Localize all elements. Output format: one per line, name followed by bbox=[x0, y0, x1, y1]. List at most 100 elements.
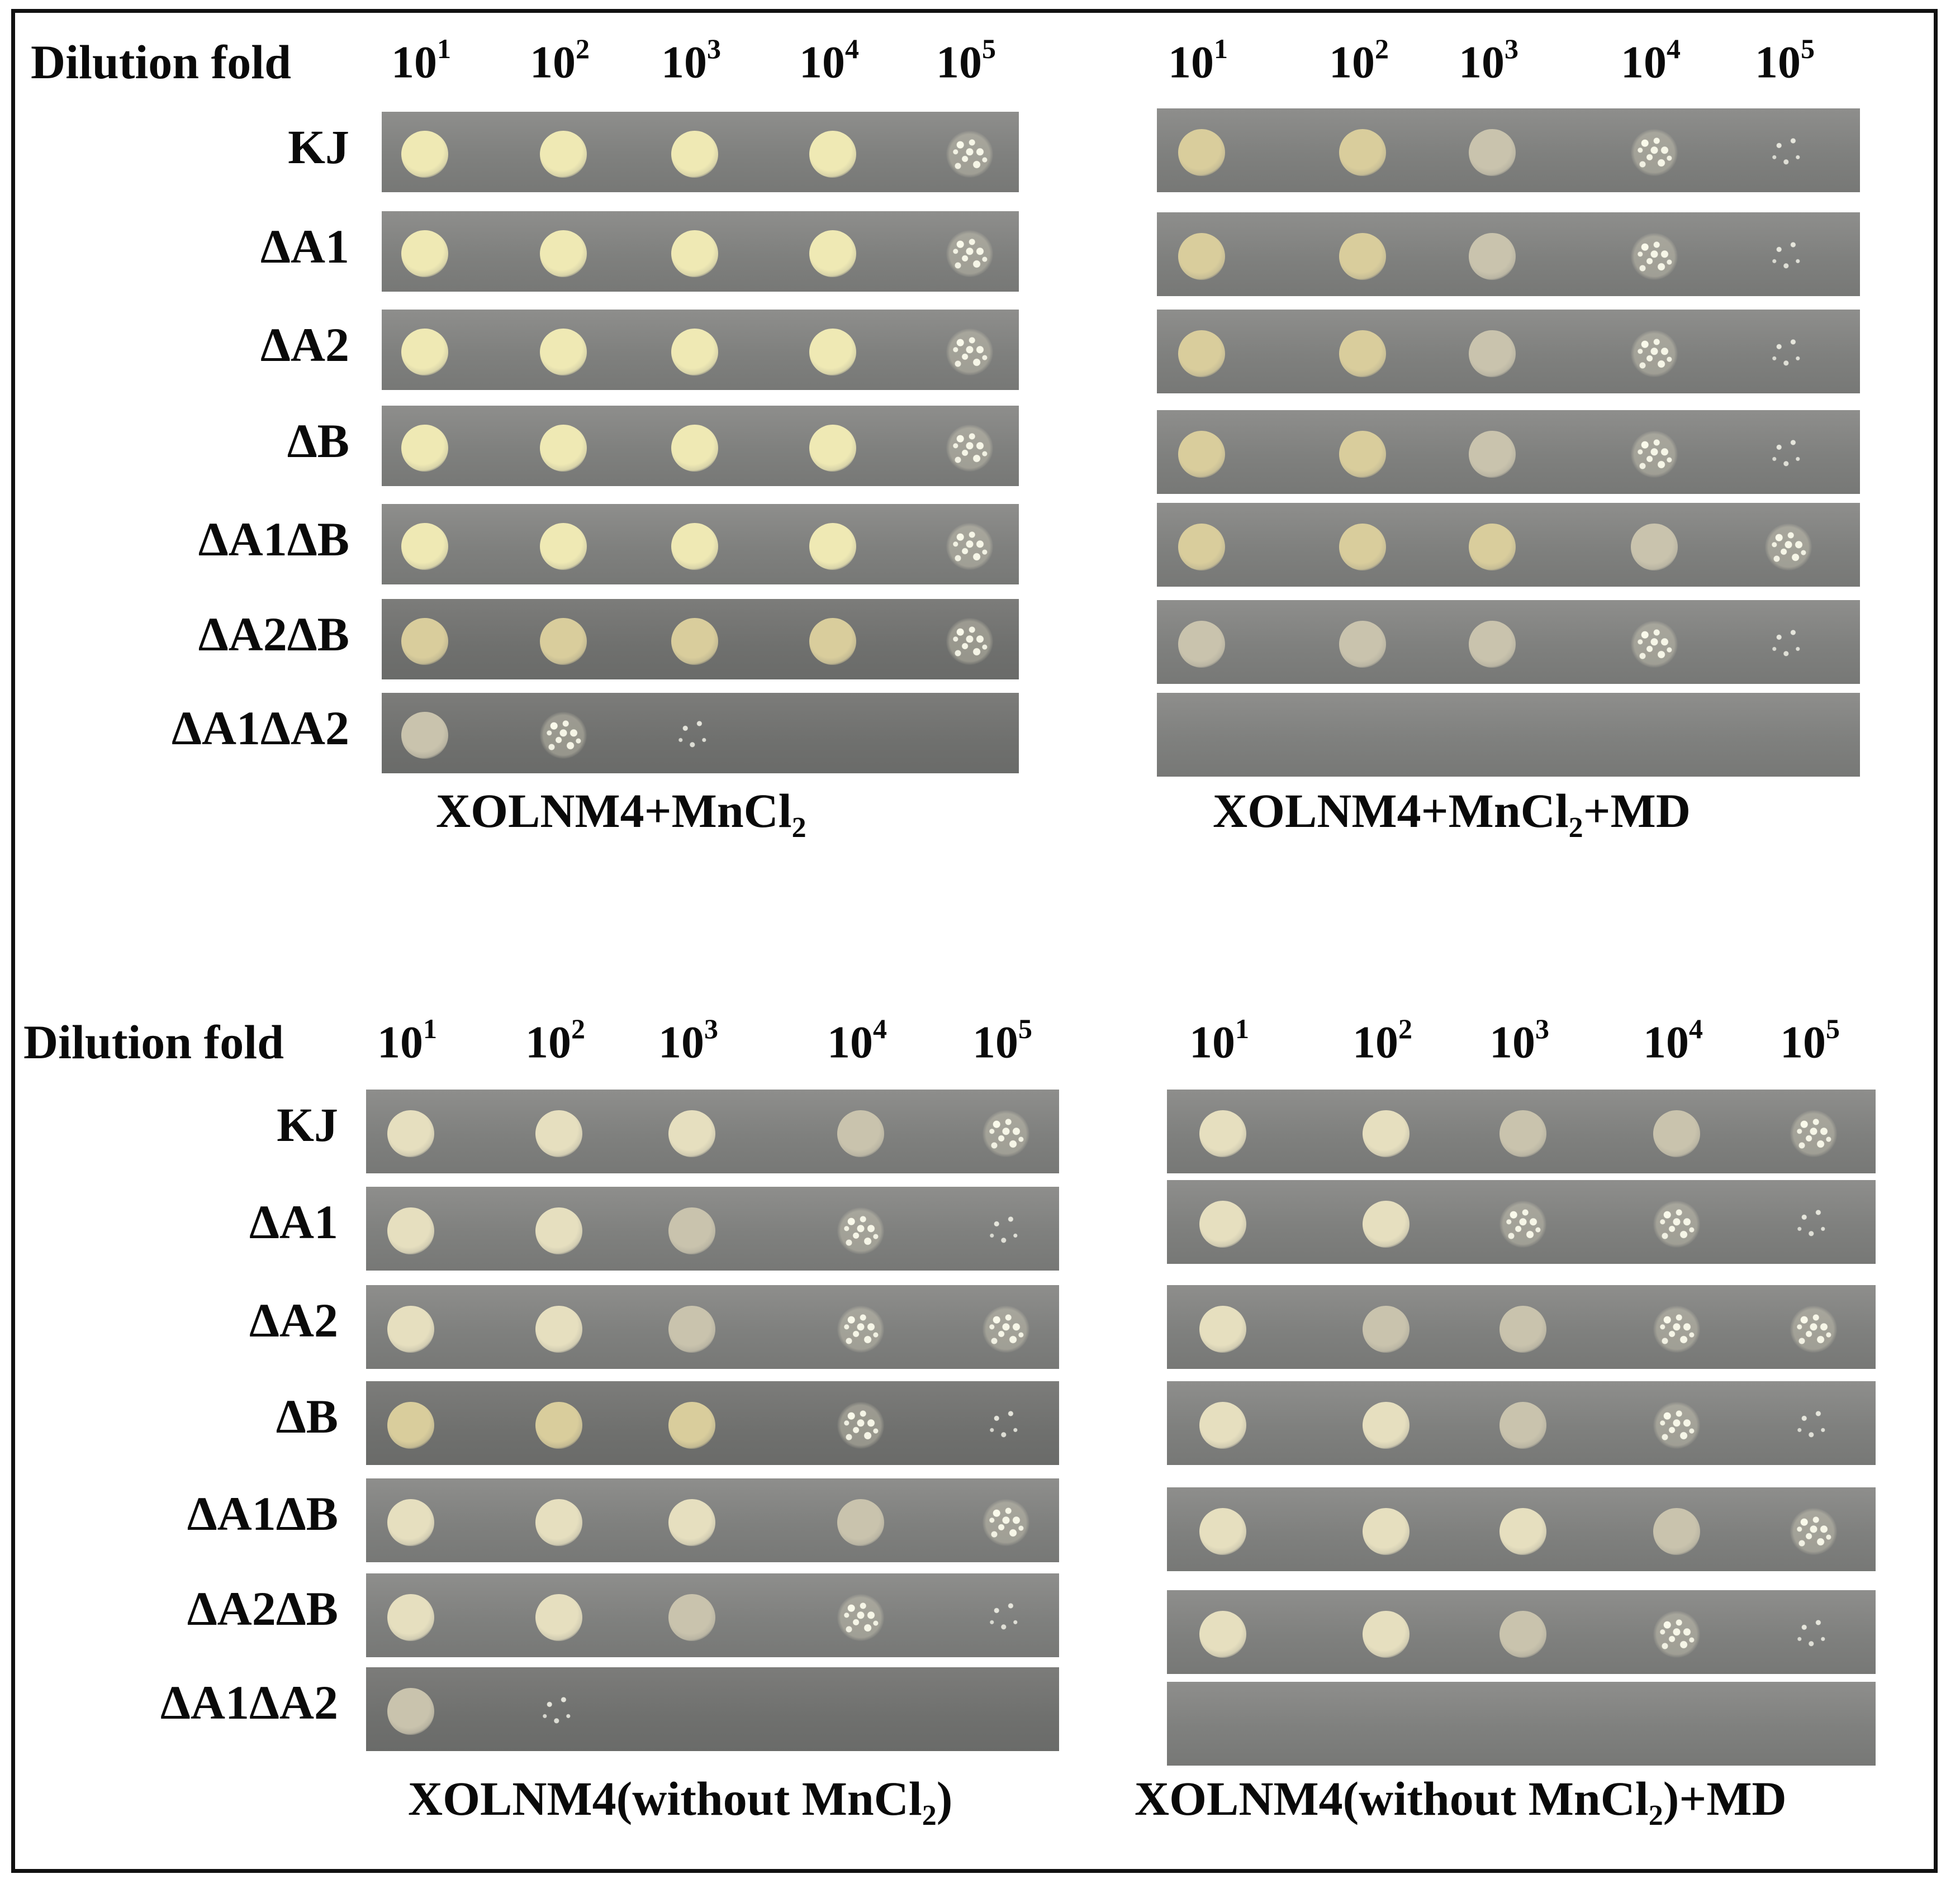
colony-spot bbox=[401, 618, 448, 665]
plate-caption: XOLNM4(without MnCl2)+MD bbox=[1135, 1772, 1787, 1832]
colony-spot bbox=[387, 1594, 434, 1641]
colony-spot bbox=[809, 425, 856, 472]
dilution-header: 102 bbox=[1329, 33, 1389, 88]
colony-speckle bbox=[983, 1306, 1029, 1353]
strain-label: ΔA1 bbox=[260, 220, 349, 273]
colony-spot bbox=[401, 329, 448, 375]
colony-spot bbox=[540, 329, 587, 375]
colony-spot bbox=[1363, 1508, 1410, 1555]
colony-spot bbox=[1499, 1306, 1546, 1353]
agar-strip bbox=[1157, 108, 1860, 192]
agar-strip bbox=[382, 211, 1019, 292]
dilution-header: 104 bbox=[1643, 1013, 1703, 1068]
agar-strip bbox=[1167, 1285, 1876, 1369]
colony-spot bbox=[1178, 330, 1225, 377]
colony-spot bbox=[1178, 129, 1225, 176]
agar-strip bbox=[382, 693, 1019, 773]
colony-spot bbox=[1199, 1402, 1246, 1449]
colony-spot bbox=[1499, 1611, 1546, 1658]
colony-spot bbox=[809, 523, 856, 570]
colony-spot bbox=[387, 1110, 434, 1157]
agar-strip bbox=[382, 112, 1019, 192]
plate-caption: XOLNM4+MnCl2+MD bbox=[1213, 784, 1691, 844]
colony-spot bbox=[540, 131, 587, 178]
colony-sparse bbox=[1765, 233, 1812, 280]
strain-label: ΔA1ΔA2 bbox=[160, 1676, 338, 1729]
colony-spot bbox=[1469, 431, 1516, 478]
dilution-header: 103 bbox=[1489, 1013, 1549, 1068]
colony-spot bbox=[1199, 1201, 1246, 1248]
agar-strip bbox=[1157, 600, 1860, 684]
colony-speckle bbox=[946, 329, 993, 375]
dilution-header: 102 bbox=[1352, 1013, 1412, 1068]
dilution-header: 105 bbox=[1755, 33, 1815, 88]
strain-label: ΔA2ΔB bbox=[187, 1582, 338, 1635]
colony-speckle bbox=[837, 1207, 884, 1254]
colony-sparse bbox=[983, 1594, 1029, 1641]
colony-speckle bbox=[837, 1402, 884, 1449]
colony-speckle bbox=[946, 618, 993, 665]
dilution-fold-label: Dilution fold bbox=[23, 1015, 284, 1069]
agar-strip bbox=[366, 1285, 1059, 1369]
colony-spot bbox=[540, 523, 587, 570]
colony-spot bbox=[668, 1306, 715, 1353]
colony-speckle bbox=[1653, 1402, 1700, 1449]
agar-strip bbox=[1157, 310, 1860, 393]
colony-spot bbox=[540, 425, 587, 472]
agar-strip bbox=[1167, 1487, 1876, 1571]
colony-sparse bbox=[535, 1688, 582, 1735]
colony-spot bbox=[1178, 233, 1225, 280]
agar-strip bbox=[366, 1187, 1059, 1271]
dilution-header: 101 bbox=[1168, 33, 1228, 88]
colony-spot bbox=[535, 1207, 582, 1254]
colony-spot bbox=[671, 523, 718, 570]
colony-spot bbox=[1363, 1306, 1410, 1353]
colony-spot bbox=[1653, 1508, 1700, 1555]
colony-spot bbox=[1499, 1110, 1546, 1157]
colony-spot bbox=[1339, 621, 1386, 668]
colony-speckle bbox=[1631, 233, 1678, 280]
dilution-header: 103 bbox=[658, 1013, 718, 1068]
colony-sparse bbox=[1765, 330, 1812, 377]
agar-strip bbox=[382, 310, 1019, 390]
colony-spot bbox=[1363, 1402, 1410, 1449]
colony-sparse bbox=[1765, 621, 1812, 668]
colony-spot bbox=[1339, 129, 1386, 176]
colony-speckle bbox=[983, 1110, 1029, 1157]
colony-spot bbox=[837, 1499, 884, 1546]
colony-spot bbox=[1363, 1611, 1410, 1658]
colony-spot bbox=[1199, 1508, 1246, 1555]
agar-strip bbox=[382, 406, 1019, 486]
colony-spot bbox=[540, 230, 587, 277]
colony-spot bbox=[535, 1594, 582, 1641]
strain-label: ΔA1ΔB bbox=[187, 1487, 338, 1540]
colony-spot bbox=[387, 1207, 434, 1254]
colony-spot bbox=[387, 1499, 434, 1546]
strain-label: ΔA2 bbox=[249, 1293, 338, 1347]
colony-spot bbox=[401, 523, 448, 570]
colony-spot bbox=[671, 230, 718, 277]
agar-strip bbox=[1167, 1381, 1876, 1465]
colony-speckle bbox=[1790, 1110, 1837, 1157]
agar-strip bbox=[366, 1090, 1059, 1173]
agar-strip bbox=[382, 599, 1019, 679]
colony-spot bbox=[668, 1499, 715, 1546]
colony-spot bbox=[837, 1110, 884, 1157]
dilution-header: 101 bbox=[1189, 1013, 1249, 1068]
colony-speckle bbox=[1499, 1201, 1546, 1248]
colony-spot bbox=[1499, 1508, 1546, 1555]
colony-spot bbox=[1339, 233, 1386, 280]
colony-speckle bbox=[946, 425, 993, 472]
colony-speckle bbox=[1653, 1611, 1700, 1658]
colony-speckle bbox=[983, 1499, 1029, 1546]
strain-label: ΔA1ΔA2 bbox=[171, 701, 349, 755]
strain-label: KJ bbox=[277, 1098, 338, 1152]
colony-spot bbox=[671, 329, 718, 375]
colony-speckle bbox=[1631, 330, 1678, 377]
colony-spot bbox=[1178, 524, 1225, 570]
agar-strip bbox=[366, 1381, 1059, 1465]
colony-speckle bbox=[837, 1594, 884, 1641]
colony-speckle bbox=[1653, 1306, 1700, 1353]
colony-spot bbox=[1469, 524, 1516, 570]
colony-spot bbox=[401, 230, 448, 277]
